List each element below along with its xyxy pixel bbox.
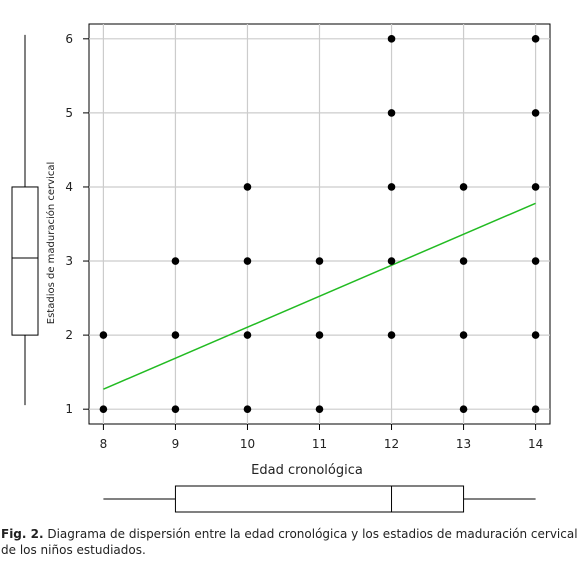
data-point-8 bbox=[243, 183, 252, 191]
regression-line bbox=[103, 202, 536, 390]
y-tick-label-6: 6 bbox=[65, 32, 73, 46]
data-point-7 bbox=[243, 257, 252, 265]
y-tick-label-5: 5 bbox=[65, 106, 73, 120]
caption-label: Fig. 2. bbox=[1, 527, 44, 541]
data-point-26 bbox=[531, 35, 540, 43]
data-point-23 bbox=[531, 257, 540, 265]
data-point-20 bbox=[459, 183, 468, 191]
x-box-body bbox=[174, 485, 465, 513]
data-point-0 bbox=[99, 405, 108, 413]
x-tick-label-8: 8 bbox=[100, 437, 108, 451]
x-tick-label-14: 14 bbox=[528, 437, 543, 451]
data-point-10 bbox=[315, 331, 324, 339]
data-points bbox=[99, 35, 540, 413]
x-tick-label-11: 11 bbox=[312, 437, 327, 451]
caption-text: Diagrama de dispersión entre la edad cro… bbox=[1, 527, 578, 557]
data-point-21 bbox=[531, 405, 540, 413]
y-box-body bbox=[11, 186, 39, 336]
y-marginal-boxplot bbox=[11, 34, 39, 406]
figure-caption: Fig. 2. Diagrama de dispersión entre la … bbox=[1, 526, 579, 558]
data-point-15 bbox=[387, 109, 396, 117]
y-tick-label-4: 4 bbox=[65, 180, 73, 194]
y-axis-ticks: 1 2 3 4 5 6 bbox=[65, 32, 89, 416]
data-point-14 bbox=[387, 183, 396, 191]
data-point-9 bbox=[315, 405, 324, 413]
x-tick-label-9: 9 bbox=[172, 437, 180, 451]
x-tick-label-12: 12 bbox=[384, 437, 399, 451]
y-tick-label-1: 1 bbox=[65, 402, 73, 416]
data-point-25 bbox=[531, 109, 540, 117]
data-point-5 bbox=[243, 405, 252, 413]
x-tick-label-10: 10 bbox=[240, 437, 255, 451]
data-point-13 bbox=[387, 257, 396, 265]
data-point-17 bbox=[459, 405, 468, 413]
y-axis-label: Estadios de maduración cervical bbox=[45, 162, 57, 324]
regression-line-group bbox=[103, 202, 536, 390]
x-axis-label: Edad cronológica bbox=[251, 463, 363, 478]
data-point-22 bbox=[531, 331, 540, 339]
x-tick-label-13: 13 bbox=[456, 437, 471, 451]
data-point-2 bbox=[171, 405, 180, 413]
data-point-16 bbox=[387, 35, 396, 43]
data-point-11 bbox=[315, 257, 324, 265]
y-tick-label-3: 3 bbox=[65, 254, 73, 268]
data-point-24 bbox=[531, 183, 540, 191]
y-tick-label-2: 2 bbox=[65, 328, 73, 342]
data-point-19 bbox=[459, 257, 468, 265]
data-point-1 bbox=[99, 331, 108, 339]
data-point-6 bbox=[243, 331, 252, 339]
data-point-3 bbox=[171, 331, 180, 339]
data-point-18 bbox=[459, 331, 468, 339]
data-point-12 bbox=[387, 331, 396, 339]
x-marginal-boxplot bbox=[103, 485, 536, 513]
data-point-4 bbox=[171, 257, 180, 265]
x-axis-ticks: 8 9 10 11 12 13 14 bbox=[100, 424, 543, 451]
